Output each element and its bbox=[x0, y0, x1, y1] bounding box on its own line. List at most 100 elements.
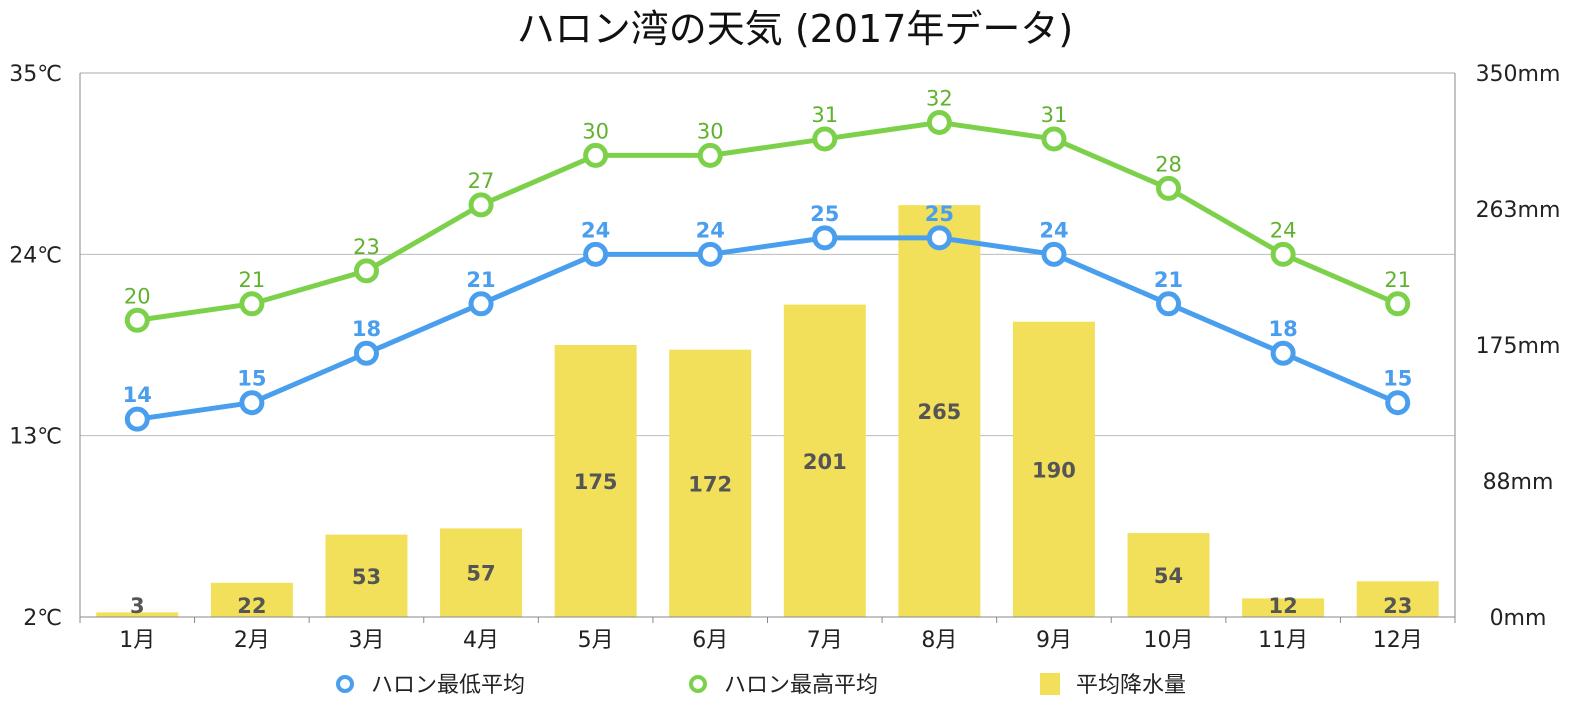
point-data-label: 21 bbox=[1384, 268, 1411, 292]
series-point bbox=[468, 192, 494, 218]
bar-data-label: 3 bbox=[130, 594, 145, 618]
y-left-tick-label: 2℃ bbox=[23, 606, 62, 631]
point-data-label: 32 bbox=[926, 86, 953, 110]
y-right-tick-label: 350mm bbox=[1476, 62, 1561, 87]
precipitation-bars: 3 22 53 57 175 172 201 265 190 54 12 23 bbox=[96, 205, 1439, 618]
y-right-tick-label: 263mm bbox=[1476, 198, 1561, 223]
y-right-tick-label: 0mm bbox=[1490, 606, 1547, 631]
bar-data-label: 23 bbox=[1383, 594, 1412, 618]
precipitation-bar bbox=[1356, 581, 1439, 617]
point-data-label: 20 bbox=[124, 284, 151, 308]
axes: 35℃ 24℃ 13℃ 2℃ 350mm 263mm 175mm 88mm 0mm 1月 2月 3月 4… bbox=[9, 62, 1560, 653]
point-data-label: 28 bbox=[1155, 152, 1182, 176]
point-data-label: 25 bbox=[925, 202, 954, 226]
legend-label: ハロン最低平均 bbox=[371, 673, 525, 698]
precipitation-bar bbox=[783, 304, 866, 617]
point-data-label: 30 bbox=[582, 119, 609, 143]
precipitation-bar bbox=[1242, 598, 1325, 617]
y-left-tick-label: 13℃ bbox=[9, 425, 62, 450]
series-point bbox=[1385, 390, 1411, 416]
legend: ハロン最低平均 ハロン最高平均 平均降水量 bbox=[336, 673, 1186, 698]
series-point bbox=[468, 291, 494, 317]
x-tick-label: 3月 bbox=[348, 628, 384, 653]
x-tick-label: 8月 bbox=[921, 628, 957, 653]
point-data-label: 31 bbox=[811, 103, 838, 127]
series-point bbox=[583, 241, 609, 267]
series-point bbox=[353, 340, 379, 366]
precipitation-bar bbox=[1012, 321, 1095, 617]
point-data-label: 24 bbox=[581, 218, 610, 242]
series-point bbox=[1156, 175, 1182, 201]
bar-data-label: 12 bbox=[1269, 594, 1298, 618]
point-data-label: 21 bbox=[1154, 268, 1183, 292]
bar-data-label: 172 bbox=[688, 472, 732, 496]
series-point bbox=[1041, 241, 1067, 267]
point-data-label: 15 bbox=[1383, 367, 1412, 391]
series-point bbox=[124, 307, 150, 333]
series-point bbox=[1270, 241, 1296, 267]
legend-marker bbox=[1040, 673, 1060, 695]
precipitation-bar bbox=[554, 345, 637, 617]
point-data-label: 30 bbox=[697, 119, 724, 143]
legend-marker bbox=[689, 675, 707, 693]
series-point bbox=[239, 390, 265, 416]
chart-title: ハロン湾の天気 (2017年データ) bbox=[517, 7, 1073, 51]
x-tick-label: 4月 bbox=[463, 628, 499, 653]
series-point bbox=[697, 142, 723, 168]
point-data-label: 21 bbox=[466, 268, 495, 292]
precipitation-bar bbox=[669, 349, 752, 617]
y-left-tick-label: 35℃ bbox=[9, 62, 62, 87]
precipitation-bar bbox=[898, 205, 981, 617]
y-right-tick-label: 88mm bbox=[1483, 470, 1554, 495]
precipitation-bar bbox=[325, 534, 408, 617]
x-tick-label: 11月 bbox=[1258, 628, 1308, 653]
point-data-label: 18 bbox=[352, 317, 381, 341]
legend-marker bbox=[336, 675, 354, 693]
x-tick-label: 10月 bbox=[1144, 628, 1194, 653]
point-data-label: 24 bbox=[696, 218, 725, 242]
series-line bbox=[136, 235, 1399, 422]
y-left-tick-label: 24℃ bbox=[9, 243, 62, 268]
series-point bbox=[1385, 291, 1411, 317]
x-tick-label: 5月 bbox=[578, 628, 614, 653]
series-point bbox=[1270, 340, 1296, 366]
precipitation-bar bbox=[1127, 533, 1210, 617]
series-point bbox=[1041, 126, 1067, 152]
point-data-label: 15 bbox=[237, 367, 266, 391]
point-data-label: 25 bbox=[810, 202, 839, 226]
bar-data-label: 201 bbox=[803, 450, 847, 474]
grid-lines bbox=[80, 253, 1455, 618]
x-tick-label: 12月 bbox=[1373, 628, 1423, 653]
point-data-label: 27 bbox=[468, 169, 495, 193]
x-tick-label: 2月 bbox=[234, 628, 270, 653]
point-data-label: 21 bbox=[239, 268, 266, 292]
bar-data-label: 53 bbox=[352, 565, 381, 589]
bar-data-label: 190 bbox=[1032, 458, 1076, 482]
temperature-lines: 14 15 18 21 24 24 25 25 24 21 18 15 20 21 23 27 30 30 31 32… bbox=[123, 86, 1412, 432]
x-tick-label: 9月 bbox=[1036, 628, 1072, 653]
legend-label: ハロン最高平均 bbox=[724, 673, 878, 698]
point-data-label: 24 bbox=[1270, 218, 1297, 242]
series-point bbox=[812, 126, 838, 152]
series-point bbox=[697, 241, 723, 267]
legend-label: 平均降水量 bbox=[1076, 673, 1186, 698]
precipitation-bar bbox=[96, 612, 179, 617]
point-data-label: 31 bbox=[1041, 103, 1068, 127]
x-tick-label: 1月 bbox=[119, 628, 155, 653]
series-point bbox=[239, 291, 265, 317]
bar-data-label: 54 bbox=[1154, 564, 1183, 588]
series-point bbox=[926, 225, 952, 251]
y-right-tick-label: 175mm bbox=[1476, 334, 1561, 359]
x-tick-label: 6月 bbox=[692, 628, 728, 653]
x-tick-label: 7月 bbox=[807, 628, 843, 653]
series-point bbox=[353, 258, 379, 284]
precipitation-bar bbox=[440, 528, 523, 617]
bar-data-label: 265 bbox=[917, 400, 961, 424]
bar-data-label: 175 bbox=[574, 470, 618, 494]
point-data-label: 24 bbox=[1039, 218, 1068, 242]
bar-data-label: 57 bbox=[466, 562, 495, 586]
series-line bbox=[136, 119, 1399, 323]
series-point bbox=[1156, 291, 1182, 317]
precipitation-bar bbox=[210, 582, 293, 617]
